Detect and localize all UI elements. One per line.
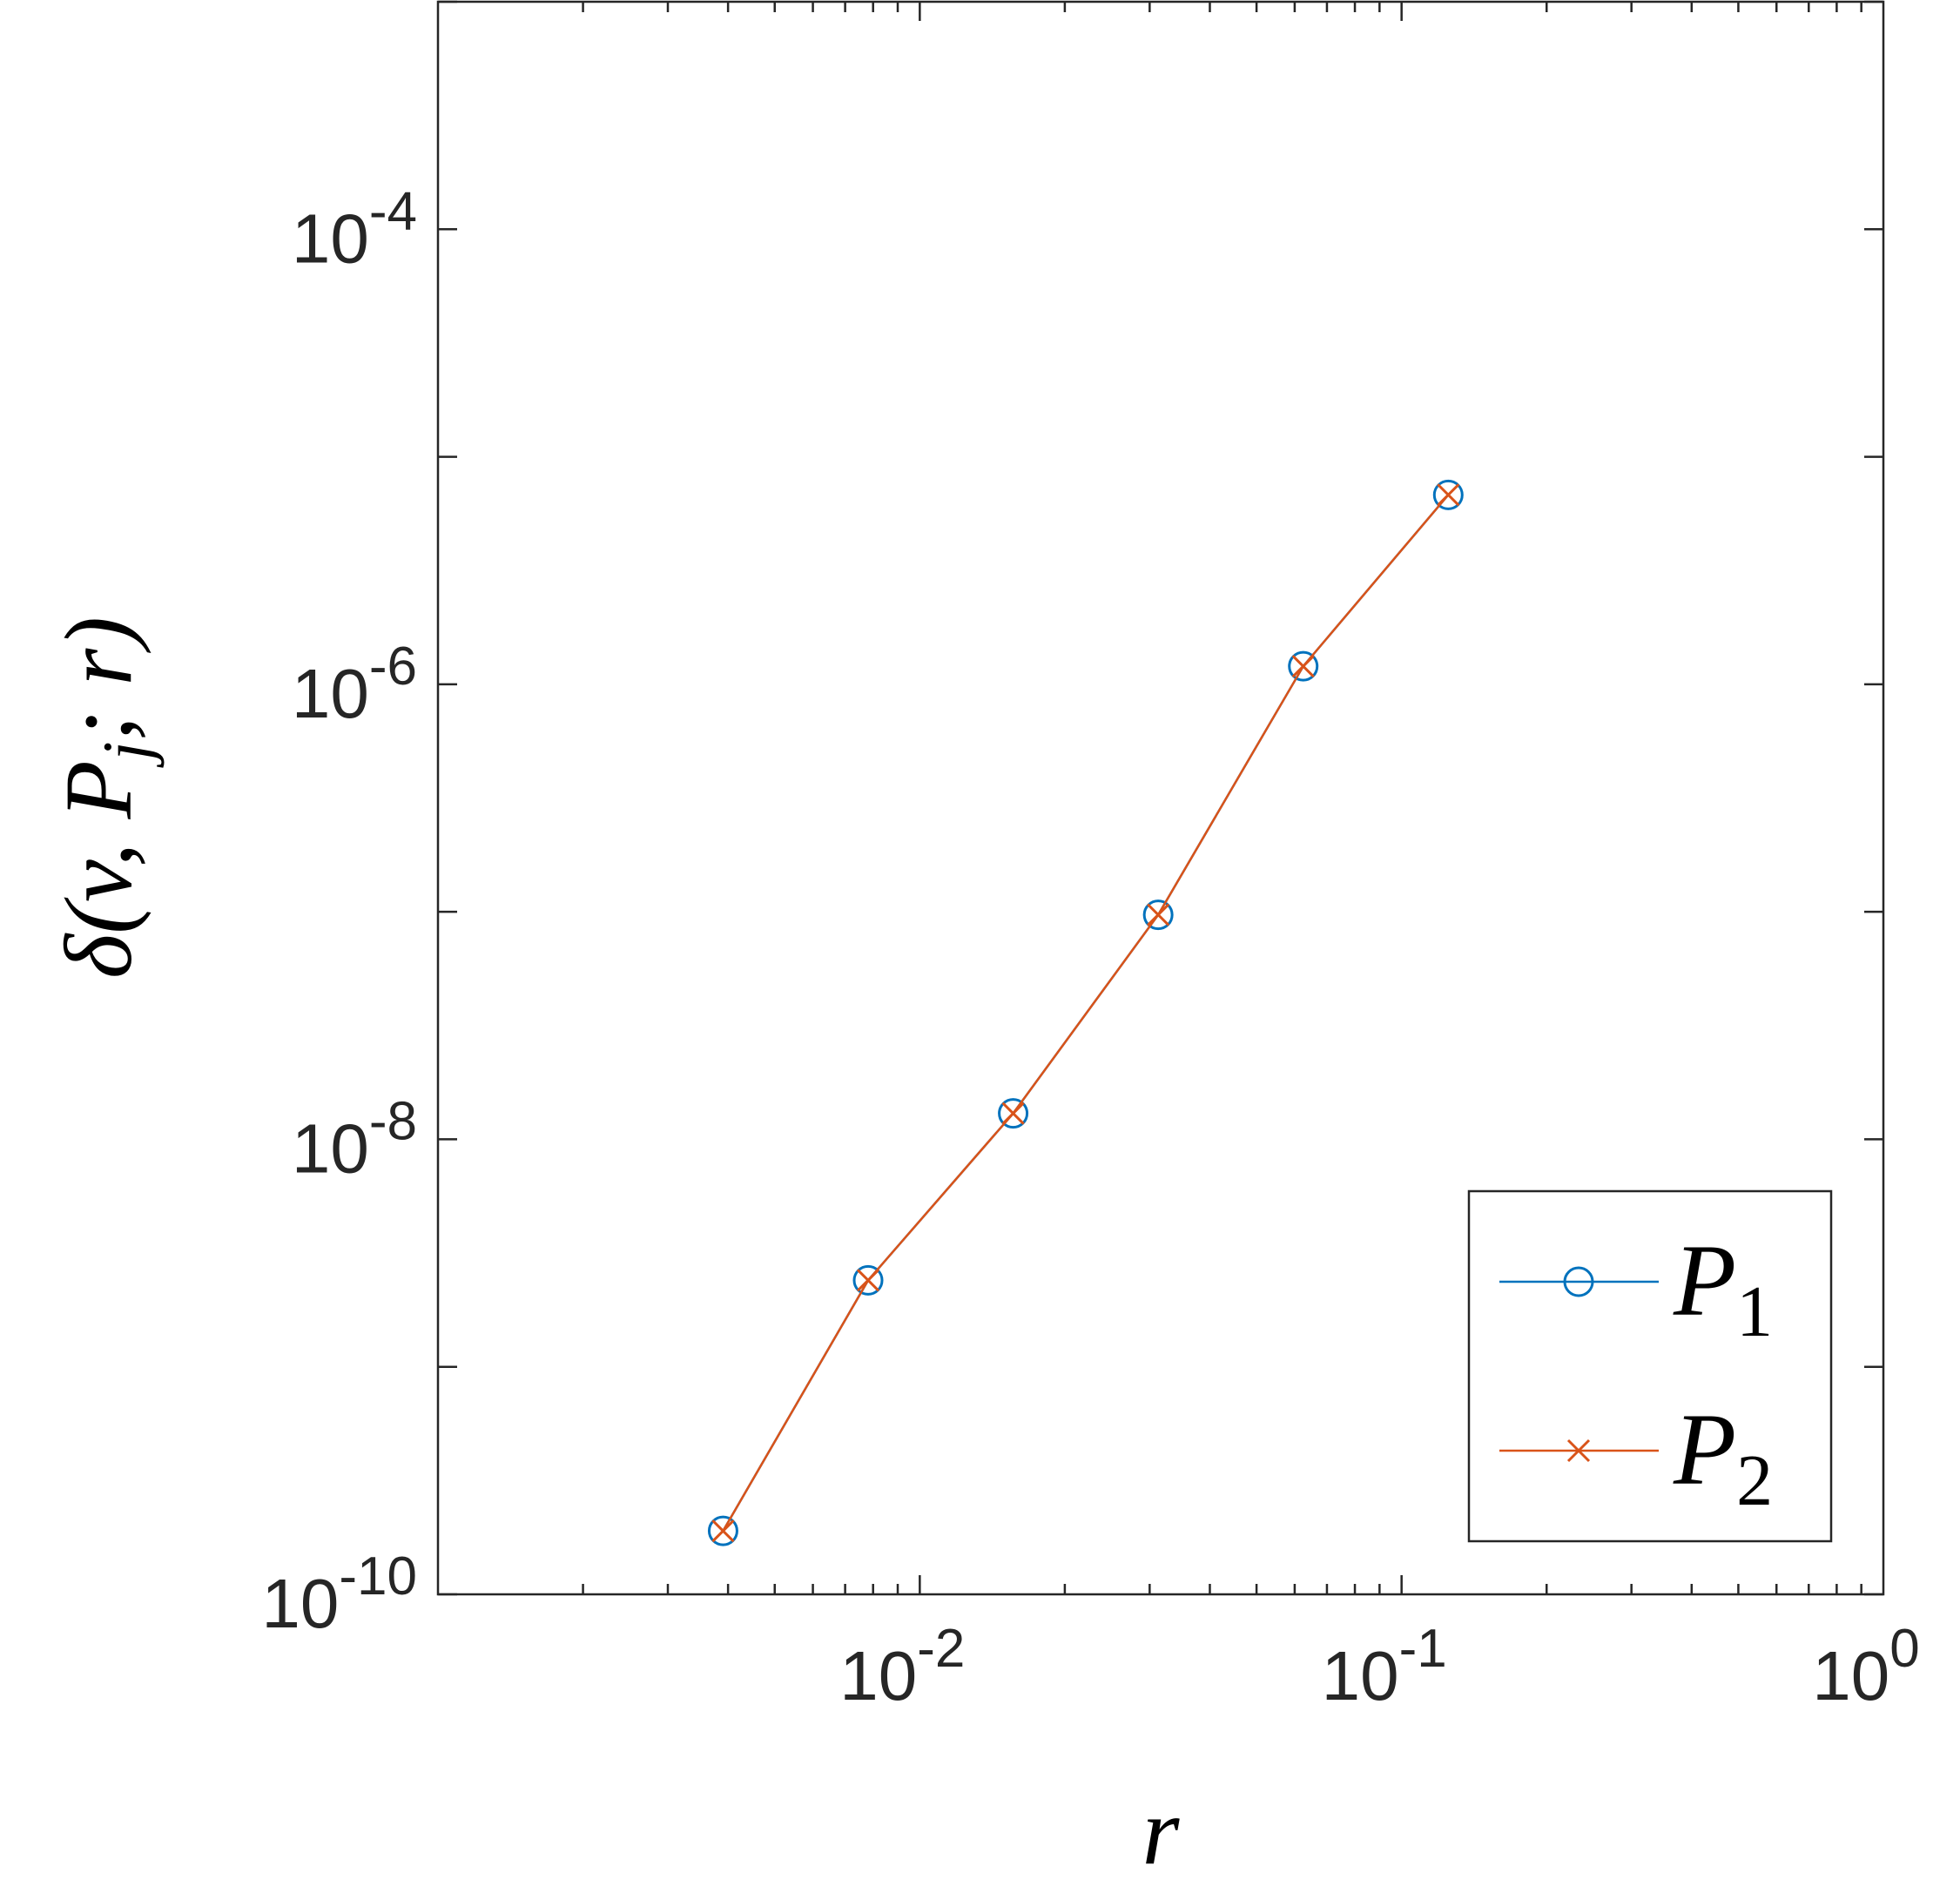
data-point-circle xyxy=(1432,479,1464,510)
tick-labels-group: 10-2 10-1 100 10-10 10-8 10-6 10-4 xyxy=(261,181,1919,1714)
x-tick-label: 10-2 xyxy=(839,1619,965,1714)
data-point-x xyxy=(711,1519,735,1543)
axes-group xyxy=(436,0,1885,1596)
series-2 xyxy=(711,483,1460,1543)
data-point-x xyxy=(856,1269,880,1292)
x-tick-label: 10-1 xyxy=(1322,1619,1447,1714)
legend-label: P2 xyxy=(1673,1392,1773,1521)
y-tick-label: 10-10 xyxy=(261,1546,417,1642)
y-tick-label: 10-4 xyxy=(292,181,417,277)
data-point-x xyxy=(1147,903,1170,926)
data-point-x-stroke xyxy=(856,1269,880,1292)
data-point-x xyxy=(1291,655,1315,678)
y-tick-label: 10-6 xyxy=(292,637,417,732)
plot-area-frame xyxy=(436,0,1885,1596)
data-point-circle xyxy=(707,1515,738,1546)
series-group xyxy=(707,479,1464,1546)
y-tick-label: 10-8 xyxy=(292,1091,417,1187)
data-point-circle xyxy=(1288,650,1319,682)
data-point-x-stroke xyxy=(1001,1101,1025,1125)
legend-label: P1 xyxy=(1673,1223,1773,1352)
data-point-x-stroke xyxy=(1291,655,1315,678)
axis-labels-group: r δ(v, Pj; r) xyxy=(45,616,1181,1884)
legend-entry: P2 xyxy=(1499,1392,1773,1521)
legend-marker-circle xyxy=(1563,1266,1594,1297)
data-point-x xyxy=(1437,483,1460,507)
y-axis-label: δ(v, Pj; r) xyxy=(45,616,165,979)
data-point-circle xyxy=(1142,899,1174,931)
ticks-group xyxy=(438,0,1883,1596)
x-tick-label: 100 xyxy=(1812,1619,1919,1714)
data-point-x-stroke xyxy=(1437,483,1460,507)
data-point-x-stroke xyxy=(711,1519,735,1543)
data-point-circle xyxy=(852,1264,884,1296)
legend-marker-x xyxy=(1566,1438,1591,1463)
x-axis-label: r xyxy=(1142,1778,1181,1884)
legend-entry: P1 xyxy=(1499,1223,1773,1352)
series-line xyxy=(722,494,1450,1532)
data-point-x xyxy=(1001,1101,1025,1125)
data-point-circle xyxy=(998,1098,1029,1129)
data-point-x-stroke xyxy=(1147,903,1170,926)
legend-box xyxy=(1467,1189,1833,1543)
